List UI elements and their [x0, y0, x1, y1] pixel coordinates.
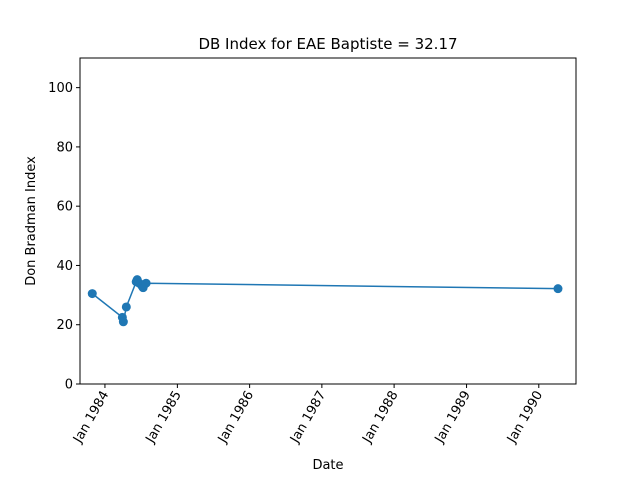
x-tick-label: Jan 1985	[143, 389, 185, 447]
data-point	[87, 289, 97, 299]
data-point	[553, 284, 563, 294]
y-tick-label: 80	[56, 140, 73, 155]
x-tick-label: Jan 1984	[70, 389, 112, 447]
x-axis-title: Date	[312, 458, 343, 473]
y-tick-label: 20	[56, 318, 73, 333]
chart-title: DB Index for EAE Baptiste = 32.17	[198, 35, 457, 53]
data-point	[141, 278, 151, 288]
x-axis-ticks: Jan 1984 Jan 1985 Jan 1986 Jan 1987 Jan 1988…	[70, 384, 546, 446]
plot-frame	[79, 57, 577, 385]
series-points	[87, 275, 563, 327]
x-tick-label: Jan 1988	[359, 389, 401, 447]
x-tick-label: Jan 1990	[504, 389, 546, 447]
y-tick-label: 40	[56, 259, 73, 274]
x-tick-label: Jan 1987	[287, 389, 329, 447]
y-axis-title: Don Bradman Index	[24, 156, 39, 286]
data-point	[121, 302, 131, 312]
y-axis-ticks: 0 20 40 60 80 100	[48, 81, 80, 393]
y-tick-label: 100	[48, 81, 73, 96]
x-tick-label: Jan 1989	[432, 389, 474, 447]
data-point	[118, 317, 128, 327]
series-line	[91, 278, 558, 322]
x-tick-label: Jan 1986	[215, 389, 257, 447]
y-tick-label: 0	[65, 378, 73, 393]
y-tick-label: 60	[56, 200, 73, 215]
